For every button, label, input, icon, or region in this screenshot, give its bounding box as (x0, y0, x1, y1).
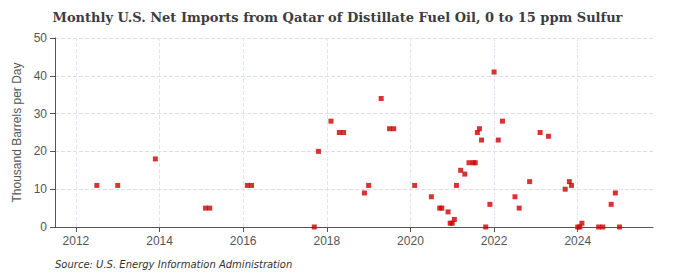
svg-text:2012: 2012 (63, 234, 90, 248)
svg-text:2016: 2016 (230, 234, 257, 248)
svg-text:40: 40 (34, 69, 48, 83)
svg-text:10: 10 (34, 182, 48, 196)
svg-text:2014: 2014 (146, 234, 173, 248)
svg-text:30: 30 (34, 107, 48, 121)
svg-text:Monthly U.S. Net Imports from: Monthly U.S. Net Imports from Qatar of D… (53, 10, 623, 25)
svg-text:Source: U.S. Energy Informatio: Source: U.S. Energy Information Administ… (55, 259, 292, 270)
svg-text:50: 50 (34, 31, 48, 45)
svg-text:0: 0 (40, 220, 47, 234)
svg-text:2018: 2018 (313, 234, 340, 248)
svg-text:2020: 2020 (397, 234, 424, 248)
svg-text:20: 20 (34, 144, 48, 158)
svg-text:2022: 2022 (481, 234, 508, 248)
svg-text:2024: 2024 (564, 234, 591, 248)
svg-text:Thousand Barrels per Day: Thousand Barrels per Day (10, 62, 24, 202)
